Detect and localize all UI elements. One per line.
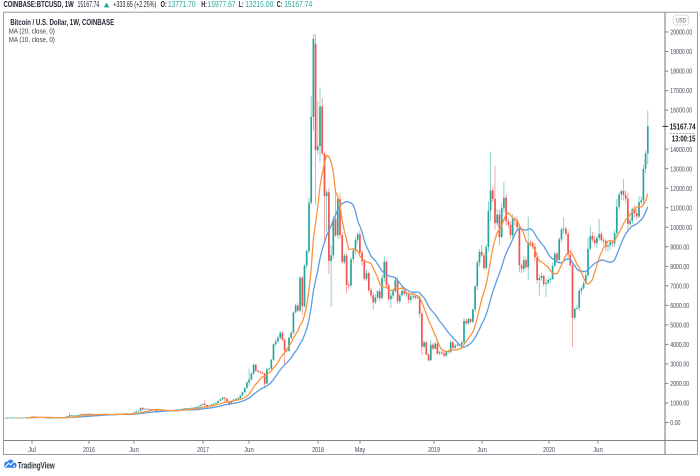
svg-text:15167.74: 15167.74 [284,0,313,9]
svg-text:14000.00: 14000.00 [670,145,692,154]
svg-text:13:00:15: 13:00:15 [672,135,696,144]
svg-text:MA (10, close, 0): MA (10, close, 0) [9,35,55,44]
svg-text:4000.00: 4000.00 [670,340,689,349]
svg-text:3000.00: 3000.00 [670,360,689,369]
svg-text:15167.74: 15167.74 [670,122,696,131]
svg-text:2000.00: 2000.00 [670,379,689,388]
svg-text:15167.74: 15167.74 [78,0,100,9]
svg-text:O:: O: [161,0,167,9]
svg-text:8000.00: 8000.00 [670,262,689,271]
svg-text:+333.65 (+2.25%): +333.65 (+2.25%) [113,0,156,9]
svg-text:TradingView: TradingView [18,460,55,470]
svg-text:2020: 2020 [543,445,555,454]
svg-text:C:: C: [277,0,283,9]
svg-text:13000.00: 13000.00 [670,164,692,173]
svg-text:2017: 2017 [197,445,209,454]
svg-text:6000.00: 6000.00 [670,301,689,310]
svg-text:MA (20, close, 0): MA (20, close, 0) [9,27,55,36]
svg-text:2019: 2019 [428,445,440,454]
svg-text:Jun: Jun [129,445,139,454]
svg-text:May: May [355,445,366,454]
svg-text:16000.00: 16000.00 [670,106,692,115]
svg-text:19000.00: 19000.00 [670,47,692,56]
svg-text:13215.00: 13215.00 [245,0,274,9]
svg-text:Jun: Jun [477,445,487,454]
svg-text:Jun: Jun [244,445,254,454]
svg-text:11000.00: 11000.00 [670,203,692,212]
svg-text:Bitcoin / U.S. Dollar, 1W, COI: Bitcoin / U.S. Dollar, 1W, COINBASE [10,18,114,27]
svg-text:Jul: Jul [28,445,36,454]
svg-text:0.00: 0.00 [670,418,680,427]
svg-text:2018: 2018 [312,445,324,454]
svg-text:18000.00: 18000.00 [670,67,692,76]
svg-text:17000.00: 17000.00 [670,86,692,95]
svg-text:15977.67: 15977.67 [208,0,236,9]
svg-text:5000.00: 5000.00 [670,320,689,329]
svg-text:13771.70: 13771.70 [168,0,196,9]
svg-text:L:: L: [239,0,244,9]
svg-text:12000.00: 12000.00 [670,184,692,193]
svg-text:1000.00: 1000.00 [670,399,689,408]
svg-text:10000.00: 10000.00 [670,223,692,232]
svg-text:20000.00: 20000.00 [670,28,692,37]
svg-text:9000.00: 9000.00 [670,242,689,251]
svg-text:7000.00: 7000.00 [670,281,689,290]
svg-text:Jun: Jun [593,445,603,454]
svg-text:2016: 2016 [83,445,95,454]
svg-text:H:: H: [201,0,207,9]
svg-text:COINBASE:BTCUSD, 1W: COINBASE:BTCUSD, 1W [4,0,75,9]
svg-text:USD: USD [676,17,686,24]
